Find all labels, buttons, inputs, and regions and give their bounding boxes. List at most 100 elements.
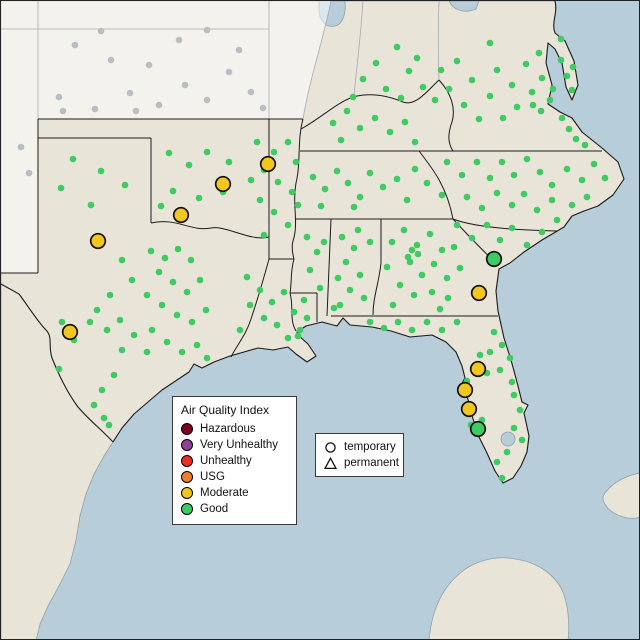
aqi-marker-good-small[interactable] — [499, 114, 507, 122]
aqi-marker-good-small[interactable] — [143, 348, 151, 356]
aqi-marker-good-small[interactable] — [356, 124, 364, 132]
aqi-marker-good-small[interactable] — [169, 278, 177, 286]
aqi-marker-good-small[interactable] — [329, 119, 337, 127]
aqi-marker-good-small[interactable] — [313, 248, 321, 256]
aqi-marker-good-small[interactable] — [443, 274, 451, 282]
aqi-marker-good-small[interactable] — [143, 291, 151, 299]
aqi-marker-good-small[interactable] — [309, 173, 317, 181]
aqi-marker-good-small[interactable] — [366, 318, 374, 326]
aqi-marker-good-small[interactable] — [486, 348, 494, 356]
aqi-marker-good-small[interactable] — [173, 311, 181, 319]
aqi-marker-good-small[interactable] — [558, 114, 566, 122]
aqi-marker-good-small[interactable] — [583, 193, 591, 201]
aqi-marker-good-small[interactable] — [316, 284, 324, 292]
aqi-marker-good-small[interactable] — [563, 165, 571, 173]
aqi-marker-inactive-small[interactable] — [97, 27, 105, 35]
aqi-marker-good-small[interactable] — [453, 57, 461, 65]
aqi-marker-good-small[interactable] — [55, 365, 63, 373]
aqi-marker-good-small[interactable] — [523, 155, 531, 163]
aqi-marker-good-small[interactable] — [468, 76, 476, 84]
aqi-marker-inactive-small[interactable] — [235, 46, 243, 54]
aqi-marker-inactive-small[interactable] — [247, 88, 255, 96]
aqi-marker-good-small[interactable] — [508, 378, 516, 386]
aqi-marker-good-small[interactable] — [478, 204, 486, 212]
aqi-marker-good-small[interactable] — [93, 306, 101, 314]
aqi-marker-good-small[interactable] — [247, 176, 255, 184]
aqi-marker-good-small[interactable] — [225, 158, 233, 166]
aqi-marker-good-small[interactable] — [568, 86, 576, 94]
aqi-marker-good-small[interactable] — [393, 43, 401, 51]
aqi-marker-good-small[interactable] — [334, 274, 342, 282]
aqi-marker-good-small[interactable] — [522, 60, 530, 68]
aqi-marker-good-small[interactable] — [510, 424, 518, 432]
aqi-marker-good-small[interactable] — [130, 331, 138, 339]
aqi-marker-good-small[interactable] — [155, 268, 163, 276]
aqi-marker-inactive-small[interactable] — [175, 36, 183, 44]
aqi-marker-good-small[interactable] — [406, 258, 414, 266]
aqi-marker-good-small[interactable] — [405, 67, 413, 75]
aqi-marker-good-small[interactable] — [284, 138, 292, 146]
aqi-marker-good-small[interactable] — [483, 221, 491, 229]
aqi-marker-inactive-small[interactable] — [225, 68, 233, 76]
aqi-marker-good-small[interactable] — [320, 238, 328, 246]
aqi-marker-good-small[interactable] — [317, 202, 325, 210]
aqi-marker-inactive-small[interactable] — [132, 107, 140, 115]
aqi-marker-moderate-large[interactable] — [89, 232, 107, 250]
aqi-marker-good-small[interactable] — [284, 334, 292, 342]
aqi-marker-good-small[interactable] — [169, 187, 177, 195]
aqi-marker-good-small[interactable] — [548, 181, 556, 189]
aqi-marker-good-small[interactable] — [486, 39, 494, 47]
aqi-marker-good-small[interactable] — [178, 348, 186, 356]
aqi-marker-good-small[interactable] — [336, 301, 344, 309]
aqi-marker-good-small[interactable] — [330, 304, 338, 312]
aqi-marker-good-small[interactable] — [426, 230, 434, 238]
aqi-marker-good-small[interactable] — [563, 72, 571, 80]
aqi-marker-good-small[interactable] — [270, 208, 278, 216]
aqi-marker-good-small[interactable] — [601, 174, 609, 182]
aqi-marker-good-small[interactable] — [518, 436, 526, 444]
aqi-marker-good-small[interactable] — [397, 94, 405, 102]
aqi-marker-good-small[interactable] — [413, 54, 421, 62]
aqi-marker-good-small[interactable] — [187, 256, 195, 264]
aqi-marker-good-small[interactable] — [350, 203, 358, 211]
aqi-marker-good-small[interactable] — [343, 107, 351, 115]
aqi-marker-good-small[interactable] — [460, 101, 468, 109]
aqi-marker-good-small[interactable] — [549, 85, 557, 93]
aqi-marker-good-small[interactable] — [203, 354, 211, 362]
aqi-marker-good-small[interactable] — [486, 92, 494, 100]
aqi-marker-good-small[interactable] — [105, 421, 113, 429]
aqi-marker-good-small[interactable] — [431, 96, 439, 104]
aqi-marker-good-small[interactable] — [538, 228, 546, 236]
aqi-marker-inactive-small[interactable] — [126, 89, 134, 97]
aqi-marker-good-small[interactable] — [453, 318, 461, 326]
aqi-marker-good-small[interactable] — [490, 328, 498, 336]
aqi-marker-inactive-small[interactable] — [59, 107, 67, 115]
aqi-marker-good-small[interactable] — [410, 291, 418, 299]
aqi-marker-good-small[interactable] — [578, 176, 586, 184]
aqi-marker-good-small[interactable] — [581, 141, 589, 149]
aqi-marker-good-small[interactable] — [110, 371, 118, 379]
aqi-marker-good-small[interactable] — [528, 88, 536, 96]
aqi-marker-good-small[interactable] — [193, 341, 201, 349]
aqi-marker-good-small[interactable] — [337, 136, 345, 144]
aqi-marker-good-small[interactable] — [572, 135, 580, 143]
aqi-marker-good-small[interactable] — [185, 161, 193, 169]
aqi-marker-good-small[interactable] — [58, 318, 66, 326]
aqi-marker-moderate-large[interactable] — [470, 284, 488, 302]
aqi-marker-moderate-large[interactable] — [172, 206, 190, 224]
aqi-marker-good-small[interactable] — [590, 160, 598, 168]
aqi-marker-good-small[interactable] — [546, 96, 554, 104]
aqi-marker-moderate-large[interactable] — [214, 175, 232, 193]
aqi-marker-good-small[interactable] — [253, 138, 261, 146]
aqi-marker-good-small[interactable] — [371, 114, 379, 122]
aqi-marker-inactive-small[interactable] — [259, 104, 267, 112]
aqi-marker-good-small[interactable] — [444, 294, 452, 302]
aqi-marker-good-small[interactable] — [569, 63, 577, 71]
aqi-marker-good-small[interactable] — [493, 66, 501, 74]
aqi-marker-good-small[interactable] — [411, 165, 419, 173]
aqi-marker-moderate-large[interactable] — [61, 323, 79, 341]
aqi-marker-inactive-small[interactable] — [203, 26, 211, 34]
aqi-marker-good-small[interactable] — [303, 233, 311, 241]
aqi-marker-good-small[interactable] — [394, 318, 402, 326]
aqi-marker-good-small[interactable] — [188, 318, 196, 326]
